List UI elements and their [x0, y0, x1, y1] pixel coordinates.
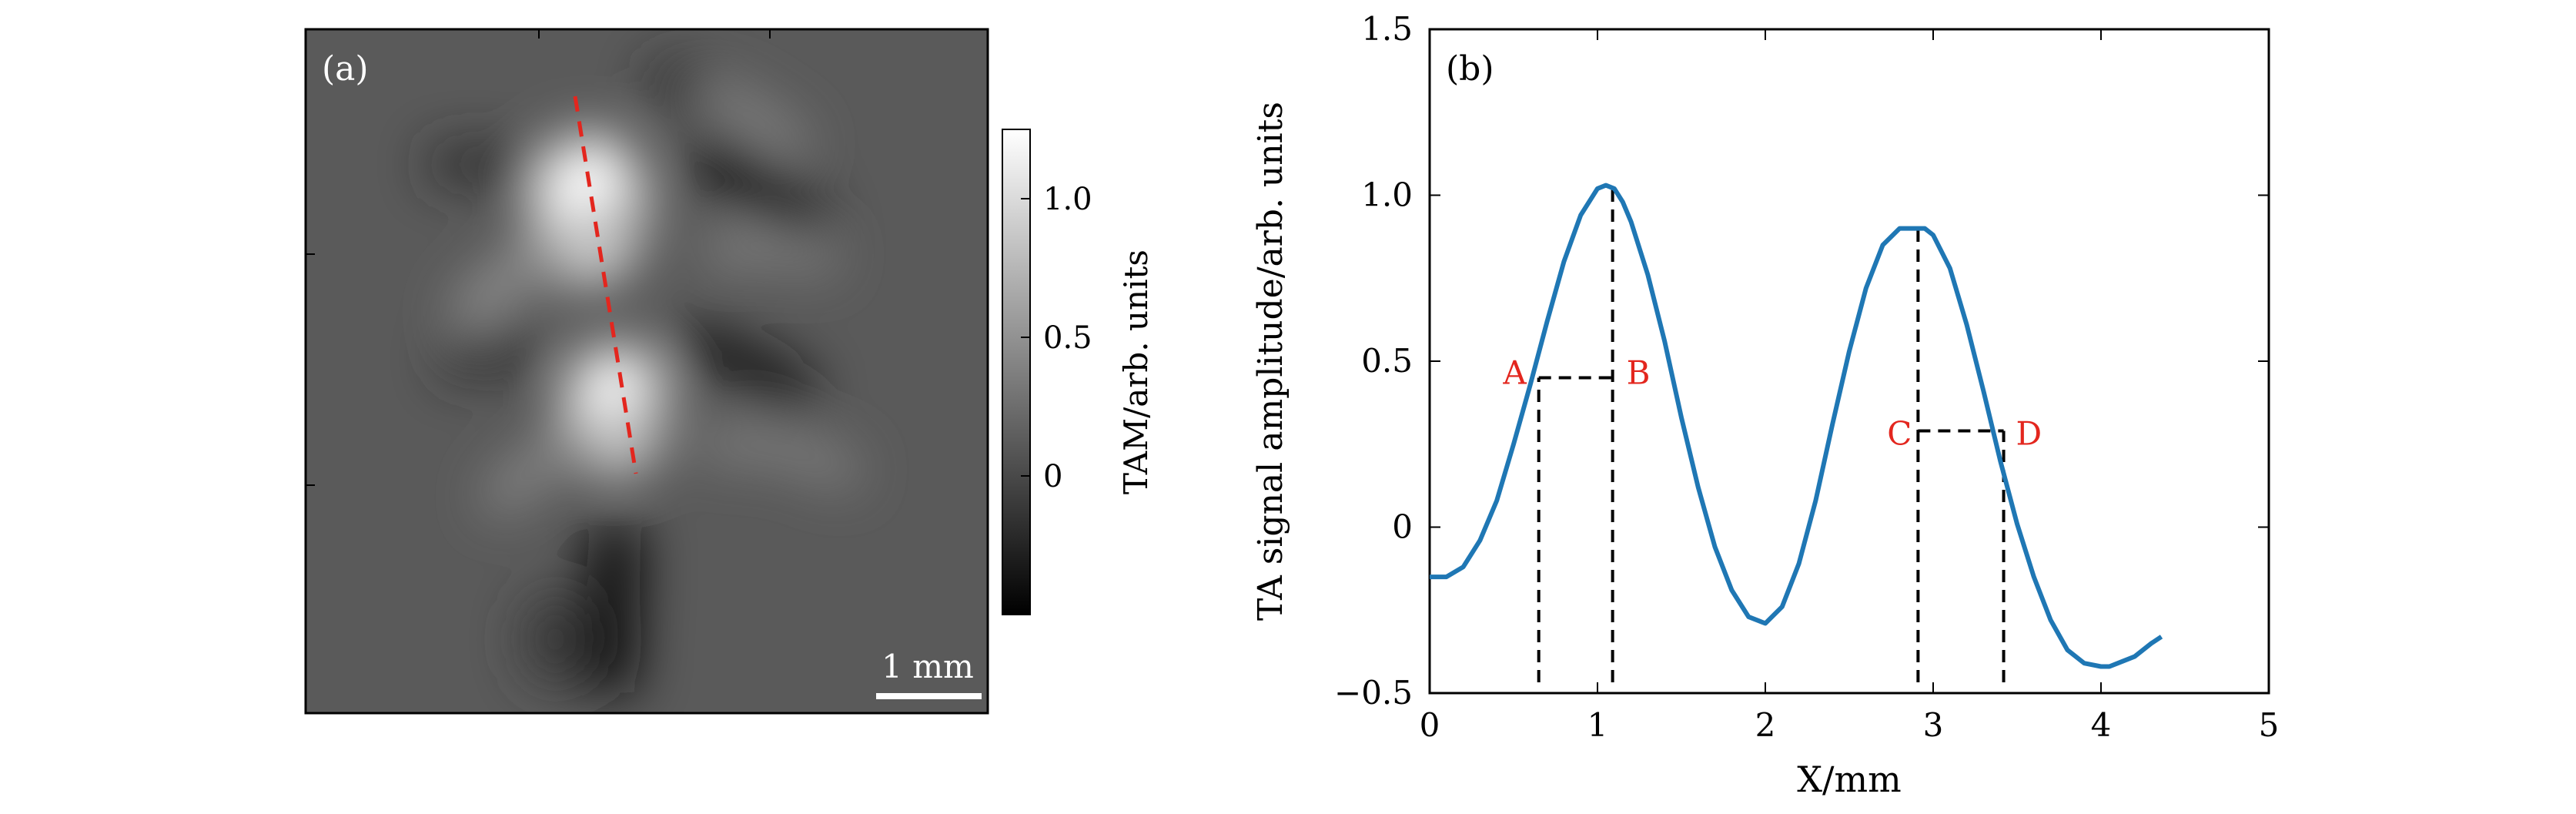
- colorbar-tick-label: 1.0: [1043, 182, 1092, 217]
- marker-label-b: B: [1627, 354, 1651, 392]
- colorbar: 0 0.5 1.0 TAM/arb. units: [1002, 129, 1155, 615]
- x-tick-label: 4: [2091, 706, 2112, 744]
- image-edge-ticks: [306, 29, 771, 486]
- profile-line: [573, 95, 638, 474]
- colorbar-tick-label: 0.5: [1043, 320, 1092, 356]
- x-axis-label: X/mm: [1797, 759, 1901, 800]
- marker-label-a: A: [1502, 354, 1527, 392]
- colorbar-label: TAM/arb. units: [1117, 250, 1155, 494]
- series-line: [1430, 183, 2163, 669]
- y-tick-label: −0.5: [1334, 674, 1413, 712]
- x-tick-label: 1: [1587, 706, 1608, 744]
- scale-bar-label: 1 mm: [882, 648, 974, 685]
- panel-b-label: (b): [1446, 49, 1494, 89]
- y-tick-label: 1.0: [1361, 176, 1413, 214]
- x-tick-label: 0: [1420, 706, 1440, 744]
- colorbar-tick-label: 0: [1043, 459, 1062, 494]
- marker-label-c: C: [1887, 415, 1912, 453]
- x-tick-label: 2: [1755, 706, 1776, 744]
- y-tick-label: 1.5: [1361, 10, 1413, 48]
- tam-image: [425, 62, 863, 695]
- y-tick-label: 0.5: [1361, 342, 1413, 380]
- x-tick-label: 5: [2259, 706, 2280, 744]
- marker-label-d: D: [2016, 415, 2042, 453]
- x-tick-label: 3: [1923, 706, 1944, 744]
- y-tick-label: 0: [1392, 508, 1413, 546]
- y-axis-label: TA signal amplitude/arb. units: [1251, 102, 1290, 621]
- panel-a-image: (a) 1 mm: [304, 28, 989, 715]
- panel-a-label: (a): [322, 49, 369, 89]
